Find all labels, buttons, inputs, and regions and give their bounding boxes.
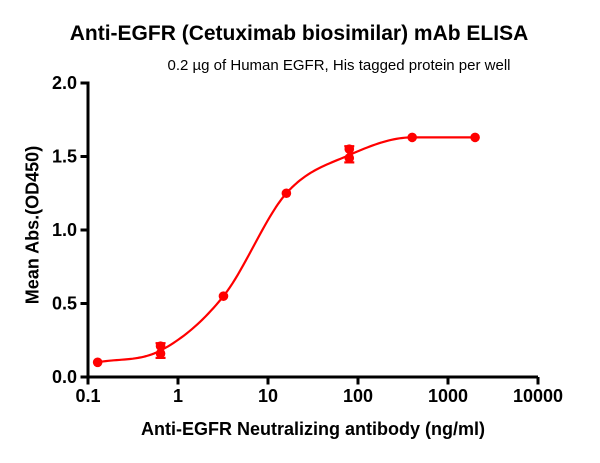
y-tick-label: 2.0 xyxy=(52,73,77,93)
fit-curve xyxy=(97,136,476,364)
data-point xyxy=(344,153,355,163)
chart-title: Anti-EGFR (Cetuximab biosimilar) mAb ELI… xyxy=(69,22,529,45)
x-axis-title: Anti-EGFR Neutralizing antibody (ng/ml) xyxy=(141,419,485,439)
y-tick-label: 1.5 xyxy=(52,147,77,167)
x-tick-label: 10 xyxy=(258,386,278,406)
x-tick-label: 10000 xyxy=(513,386,563,406)
y-tick-label: 0.0 xyxy=(52,367,77,387)
x-tick-label: 1 xyxy=(173,386,183,406)
data-point xyxy=(155,341,166,351)
data-point xyxy=(470,132,480,143)
chart-subtitle: 0.2 µg of Human EGFR, His tagged protein… xyxy=(167,57,511,74)
data-point xyxy=(407,132,417,143)
data-point xyxy=(155,348,166,359)
data-point xyxy=(218,291,229,301)
data-point xyxy=(281,188,292,199)
data-point xyxy=(344,144,355,154)
y-tick-label: 0.5 xyxy=(52,294,77,314)
x-tick-label: 100 xyxy=(343,386,373,406)
y-tick-label: 1.0 xyxy=(52,220,77,240)
x-tick-label: 0.1 xyxy=(75,386,100,406)
x-tick-label: 1000 xyxy=(428,386,468,406)
data-point xyxy=(92,357,103,368)
